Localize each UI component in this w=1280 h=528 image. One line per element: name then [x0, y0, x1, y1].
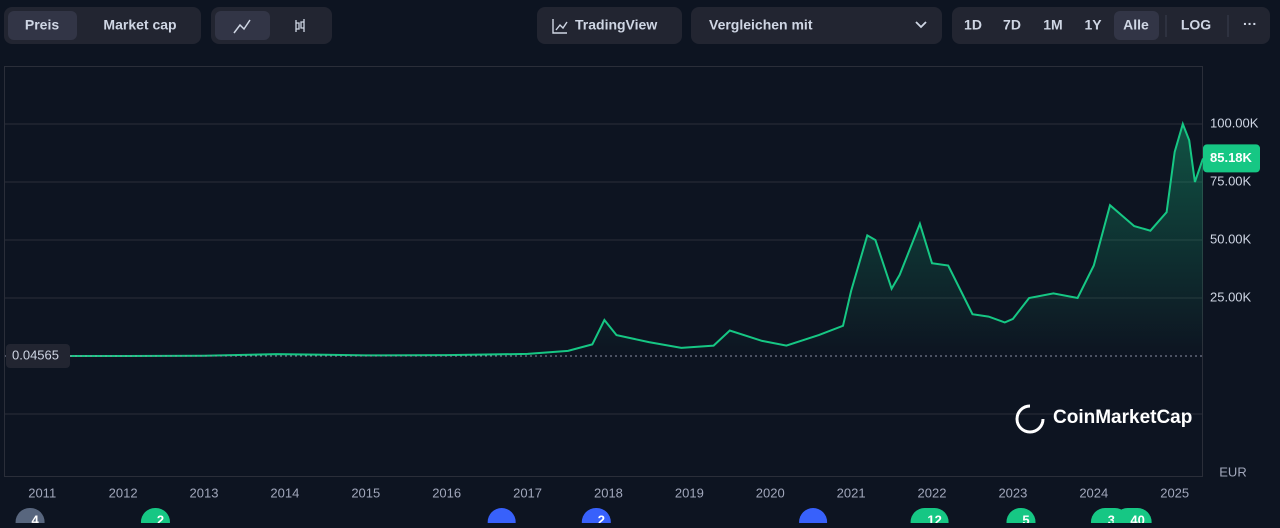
x-tick-label: 2015: [351, 485, 380, 500]
compare-select[interactable]: [691, 7, 942, 44]
event-count: 5: [1022, 512, 1029, 523]
y-tick-label: 100.00K: [1210, 115, 1259, 130]
y-tick-label: 75.00K: [1210, 173, 1252, 188]
price-label: 85.18K: [1210, 150, 1253, 165]
cmc-logo: [1015, 404, 1045, 434]
range-active[interactable]: [1114, 11, 1159, 40]
x-tick-label: 2021: [837, 485, 866, 500]
x-tick-label: 2017: [513, 485, 542, 500]
tab-active[interactable]: [8, 11, 77, 40]
area-fill: [32, 124, 1203, 356]
tradingview-button[interactable]: [537, 7, 682, 44]
x-tick-label: 2012: [109, 485, 138, 500]
range-button[interactable]: Alle: [1123, 17, 1149, 33]
price-line: [32, 120, 1204, 357]
tradingview-label[interactable]: TradingView: [575, 17, 657, 33]
x-tick-label: 2024: [1079, 485, 1108, 500]
tab[interactable]: Preis: [25, 17, 59, 33]
range-button[interactable]: 1M: [1043, 17, 1062, 33]
x-tick-label: 2013: [190, 485, 219, 500]
event-badge[interactable]: [140, 508, 170, 528]
x-tick-label: 2011: [28, 485, 56, 500]
x-tick-label: 2025: [1160, 485, 1189, 500]
event-badge[interactable]: [581, 508, 611, 528]
range-button[interactable]: 1Y: [1084, 17, 1102, 33]
event-badge[interactable]: [15, 508, 45, 528]
x-tick-label: 2019: [675, 485, 704, 500]
range-button[interactable]: 7D: [1003, 17, 1021, 33]
range-button[interactable]: 1D: [964, 17, 982, 33]
y-tick-label: 50.00K: [1210, 231, 1252, 246]
start-label: 0.04565: [12, 347, 59, 362]
plot-frame: [4, 66, 1203, 477]
event-badge[interactable]: [799, 508, 828, 528]
price-badge: [1203, 144, 1260, 173]
x-tick-label: 2016: [432, 485, 461, 500]
event-count: 4: [31, 512, 39, 523]
x-tick-label: 2020: [756, 485, 785, 500]
x-tick-label: 2018: [594, 485, 623, 500]
currency-label: EUR: [1219, 464, 1246, 479]
tv-icon: [552, 19, 568, 34]
event-count: 12: [927, 512, 941, 523]
tab[interactable]: Market cap: [103, 17, 176, 33]
y-tick-label: 25.00K: [1210, 289, 1252, 304]
chevron: [915, 21, 927, 29]
event-badge[interactable]: [487, 508, 516, 528]
compare-label[interactable]: Vergleichen mit: [709, 17, 813, 33]
candle-icon[interactable]: [295, 19, 305, 32]
event-count: 2: [598, 512, 605, 523]
watermark: CoinMarketCap: [1053, 407, 1192, 428]
log-button[interactable]: LOG: [1181, 17, 1211, 33]
event-count: 2: [157, 512, 164, 523]
line-icon: [233, 19, 251, 34]
more-button[interactable]: ···: [1243, 16, 1257, 32]
start-badge: [6, 343, 70, 368]
event-count: 40: [1130, 512, 1144, 523]
range-group: [952, 7, 1270, 44]
x-tick-label: 2023: [998, 485, 1027, 500]
line-view[interactable]: [215, 11, 270, 40]
x-tick-label: 2022: [918, 485, 947, 500]
x-tick-label: 2014: [270, 485, 299, 500]
event-badge[interactable]: [1006, 508, 1036, 528]
